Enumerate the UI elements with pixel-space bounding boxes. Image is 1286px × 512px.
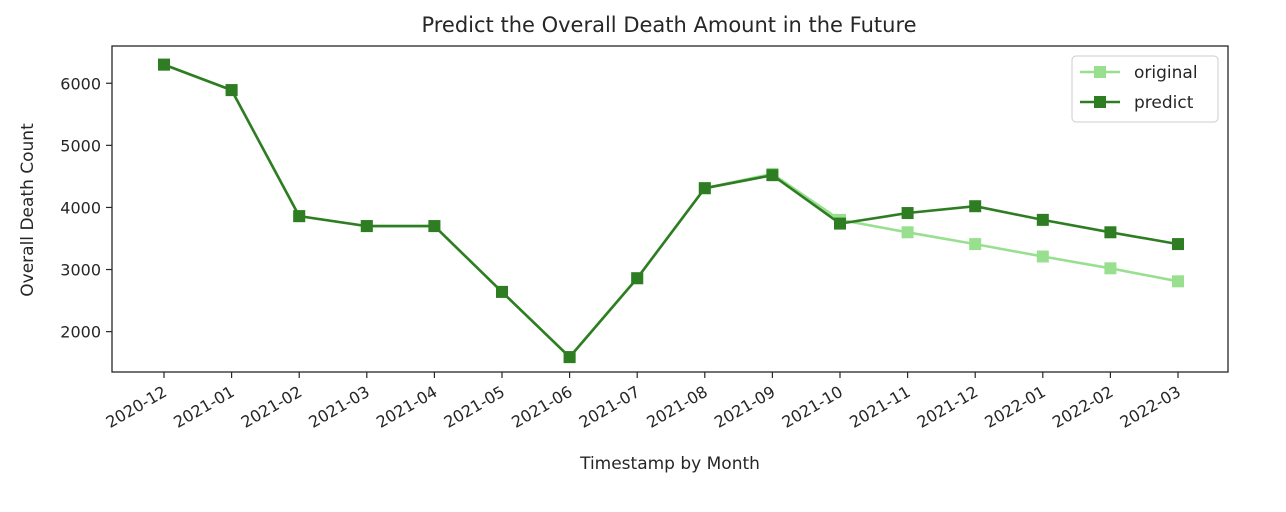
x-tick-label: 2021-05: [441, 382, 508, 432]
y-axis-label: Overall Death Count: [18, 123, 38, 297]
data-point-predict: [1036, 213, 1049, 226]
data-point-predict: [563, 351, 576, 364]
x-tick-label: 2020-12: [103, 382, 170, 432]
x-tick-label: 2021-04: [373, 382, 440, 432]
legend-marker: [1094, 66, 1106, 78]
legend-item-predict: predict: [1080, 93, 1194, 113]
y-axis: 2000 3000 4000 5000 6000: [60, 74, 112, 342]
x-tick-label: 2021-10: [779, 382, 846, 432]
x-tick-label: 2021-12: [914, 382, 981, 432]
y-tick-label: 4000: [60, 198, 101, 217]
data-point-predict: [225, 84, 238, 97]
x-tick-label: 2022-01: [981, 382, 1048, 432]
data-point-predict: [496, 285, 508, 298]
legend-label: original: [1134, 63, 1198, 83]
y-tick-label: 6000: [60, 74, 101, 93]
series-layer: [158, 58, 1184, 364]
y-tick-label: 2000: [60, 323, 101, 342]
y-tick-label: 5000: [60, 136, 101, 155]
plot-area: [111, 45, 1229, 373]
x-axis: 2020-12 2021-01 2021-02 2021-03 2021-04 2021-…: [103, 372, 1184, 432]
plot-frame: [111, 45, 1229, 373]
data-point-predict: [293, 210, 306, 223]
x-tick-label: 2021-03: [305, 382, 372, 432]
data-point-predict: [631, 272, 644, 285]
data-point-original: [969, 238, 982, 251]
series-predict: [158, 58, 1184, 364]
chart-title: Predict the Overall Death Amount in the …: [421, 13, 916, 37]
data-point-original: [1036, 250, 1049, 263]
data-point-predict: [158, 58, 170, 71]
legend-item-original: original: [1080, 63, 1198, 83]
data-point-predict: [901, 207, 914, 220]
x-tick-label: 2021-02: [238, 382, 305, 432]
x-tick-label: 2021-09: [711, 382, 778, 432]
legend-label: predict: [1134, 93, 1194, 113]
data-point-predict: [766, 169, 779, 182]
x-tick-label: 2021-11: [846, 382, 913, 432]
data-point-predict: [360, 220, 373, 233]
data-point-original: [901, 226, 914, 239]
y-tick-label: 3000: [60, 261, 101, 280]
x-tick-label: 2022-02: [1049, 382, 1116, 432]
data-point-predict: [1104, 226, 1117, 239]
data-point-predict: [834, 217, 846, 230]
x-tick-label: 2021-07: [576, 382, 643, 432]
legend-marker: [1094, 96, 1106, 108]
data-point-predict: [969, 200, 982, 213]
x-tick-label: 2021-08: [643, 382, 710, 432]
legend: original predict: [1071, 55, 1219, 123]
data-point-predict: [698, 182, 711, 195]
x-tick-label: 2021-06: [508, 382, 575, 432]
data-point-original: [1104, 262, 1117, 275]
series-line-predict: [163, 63, 1179, 359]
data-point-predict: [428, 220, 441, 233]
data-point-predict: [1172, 238, 1184, 251]
x-axis-label: Timestamp by Month: [579, 454, 760, 474]
data-point-original: [1172, 275, 1184, 288]
x-tick-label: 2022-03: [1117, 382, 1184, 432]
x-tick-label: 2021-01: [170, 382, 237, 432]
